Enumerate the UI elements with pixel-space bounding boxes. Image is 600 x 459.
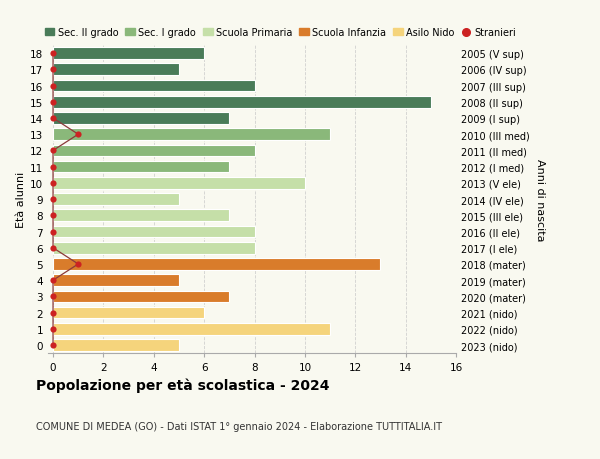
Bar [53, 194, 179, 206]
Bar [53, 97, 431, 108]
Point [48, 212, 58, 219]
Point [48, 50, 58, 58]
Bar [53, 323, 330, 335]
Bar [53, 162, 229, 173]
Bar [53, 146, 254, 157]
Y-axis label: Età alunni: Età alunni [16, 172, 26, 228]
Point [48, 180, 58, 187]
Point [48, 293, 58, 301]
Point [48, 325, 58, 333]
Bar [53, 275, 179, 286]
Bar [53, 226, 254, 238]
Point [48, 115, 58, 123]
Bar [53, 242, 254, 254]
Point [48, 245, 58, 252]
Bar [53, 210, 229, 222]
Bar [53, 258, 380, 270]
Point [48, 67, 58, 74]
Point [73, 131, 83, 139]
Bar [53, 48, 204, 60]
Bar [53, 80, 254, 92]
Bar [53, 307, 204, 319]
Point [48, 277, 58, 284]
Bar [53, 113, 229, 124]
Point [73, 261, 83, 268]
Point [48, 99, 58, 106]
Point [48, 309, 58, 317]
Point [48, 83, 58, 90]
Point [48, 341, 58, 349]
Bar [53, 129, 330, 141]
Bar [53, 178, 305, 189]
Text: Popolazione per età scolastica - 2024: Popolazione per età scolastica - 2024 [36, 378, 329, 392]
Point [48, 163, 58, 171]
Text: COMUNE DI MEDEA (GO) - Dati ISTAT 1° gennaio 2024 - Elaborazione TUTTITALIA.IT: COMUNE DI MEDEA (GO) - Dati ISTAT 1° gen… [36, 421, 442, 431]
Point [48, 147, 58, 155]
Y-axis label: Anni di nascita: Anni di nascita [535, 158, 545, 241]
Bar [53, 340, 179, 351]
Point [48, 196, 58, 203]
Bar [53, 64, 179, 76]
Bar [53, 291, 229, 302]
Legend: Sec. II grado, Sec. I grado, Scuola Primaria, Scuola Infanzia, Asilo Nido, Stran: Sec. II grado, Sec. I grado, Scuola Prim… [45, 28, 517, 38]
Point [48, 229, 58, 236]
